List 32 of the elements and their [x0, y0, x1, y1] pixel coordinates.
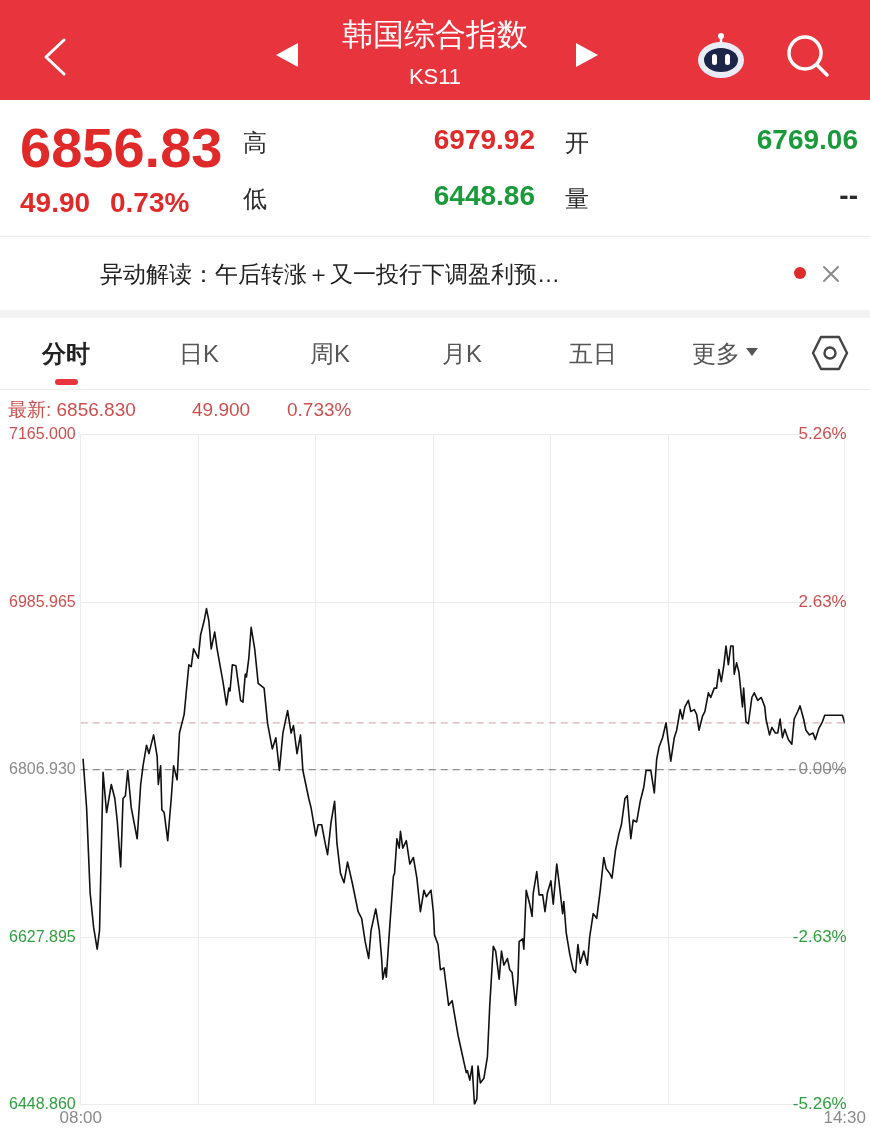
text: 分时 [42, 338, 90, 368]
y-tick-label: 6806.930 [9, 760, 76, 778]
text: 6979.92 [433, 123, 535, 157]
text: 最新: 6856.830 [8, 397, 136, 421]
y-tick-label: 6627.895 [9, 927, 76, 945]
text: 量 [565, 183, 589, 213]
text: 低 [243, 183, 267, 213]
text: -- [839, 179, 858, 213]
y2-tick-label: 5.26% [798, 424, 847, 444]
text: 49.90 [20, 186, 91, 220]
text: 6769.06 [756, 123, 858, 157]
text: 0.733% [287, 397, 352, 421]
text: 周K [309, 338, 351, 368]
text: 月K [441, 338, 483, 368]
text: 开 [565, 127, 589, 157]
y-tick-label: 6985.965 [9, 592, 76, 610]
text: 高 [243, 127, 267, 157]
text: 6856.83 [20, 114, 223, 181]
text: 49.900 [192, 397, 251, 421]
chart-subtitle: KS11 [408, 64, 462, 90]
text: 日K [178, 338, 220, 368]
text: 更多 [692, 338, 740, 368]
y-tick-label: 7165.000 [9, 425, 76, 443]
y2-tick-label: 2.63% [798, 591, 847, 611]
text: 6448.86 [433, 179, 535, 213]
chart-title: 韩国综合指数 [342, 15, 528, 53]
text: 五日 [569, 338, 617, 368]
y2-tick-label: -2.63% [792, 926, 847, 946]
x-tick-label: 08:00 [59, 1108, 103, 1128]
y2-tick-label: 0.00% [798, 759, 847, 779]
text: 0.73% [110, 186, 190, 220]
text: 异动解读：午后转涨＋又一投行下调盈利预… [100, 260, 560, 288]
